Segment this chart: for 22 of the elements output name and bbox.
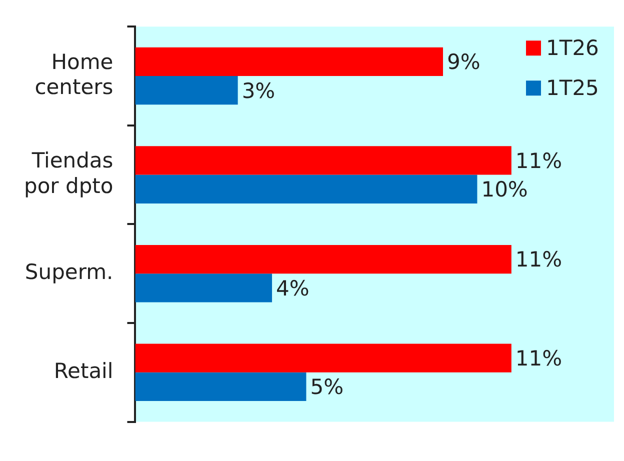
bar: [135, 146, 512, 175]
bar: [135, 372, 306, 402]
data-label: 11%: [515, 148, 562, 173]
legend-label: 1T26: [546, 36, 599, 60]
data-label: 11%: [515, 248, 562, 272]
bar: [135, 274, 272, 302]
bar: [135, 76, 238, 105]
y-tick-label: Retail: [54, 358, 114, 383]
data-label: 5%: [310, 375, 344, 400]
data-label: 4%: [276, 276, 310, 300]
bar: [135, 344, 512, 372]
bar: [135, 47, 444, 76]
data-label: 9%: [447, 50, 480, 74]
bar: [135, 174, 478, 204]
y-tick-label: Home centers: [34, 50, 114, 100]
legend-label: 1T25: [546, 76, 599, 100]
bar: [135, 244, 512, 274]
y-tick-label: Tiendas por dpto: [24, 148, 114, 198]
data-label: 11%: [515, 346, 562, 371]
data-label: 3%: [242, 78, 276, 103]
y-tick-label: Superm.: [24, 260, 114, 284]
data-label: 10%: [481, 178, 528, 202]
